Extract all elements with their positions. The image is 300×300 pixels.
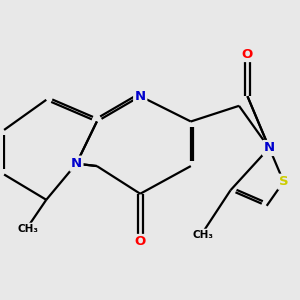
Text: N: N [71, 157, 82, 170]
Text: N: N [135, 90, 146, 103]
Text: CH₃: CH₃ [18, 224, 39, 234]
Text: O: O [242, 47, 253, 61]
Text: CH₃: CH₃ [192, 230, 213, 240]
Text: N: N [264, 142, 275, 154]
Text: O: O [135, 236, 146, 248]
Text: S: S [279, 175, 288, 188]
